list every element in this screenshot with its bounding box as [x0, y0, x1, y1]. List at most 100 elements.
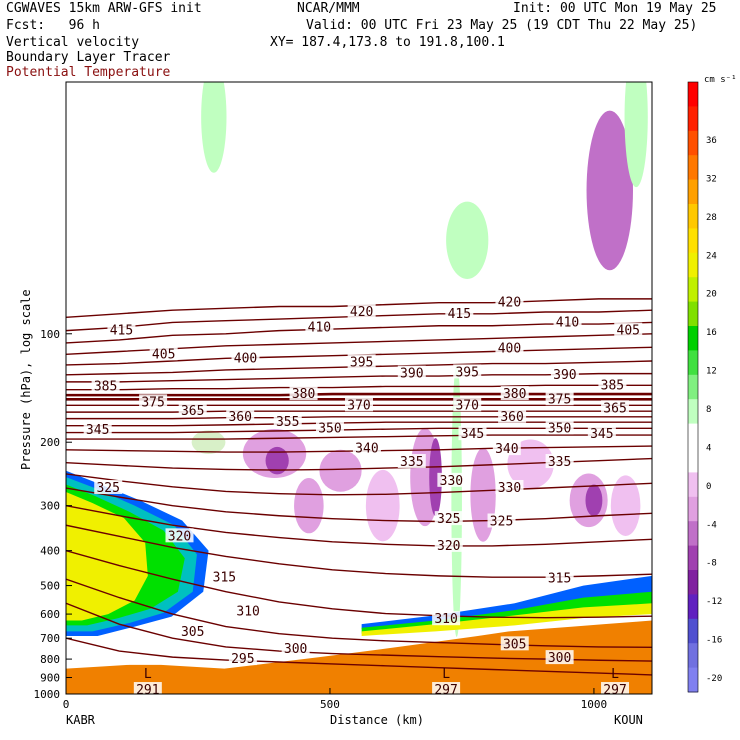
contour-label-bg	[94, 480, 123, 495]
contour-label: 325	[437, 512, 460, 527]
y-tick-label: 500	[40, 580, 60, 593]
theta-contour-295	[66, 637, 652, 676]
y-tick-label: 400	[40, 545, 60, 558]
contour-label: 415	[448, 307, 471, 322]
end-station: KOUN	[614, 713, 643, 727]
contour-label-bg	[347, 303, 376, 318]
contour-label: 325	[490, 515, 513, 530]
colorbar-swatch	[688, 82, 698, 107]
colorbar-swatch	[688, 618, 698, 644]
contour-label-bg	[178, 403, 207, 418]
colorbar-swatch	[688, 643, 698, 669]
contour-label-bg	[315, 420, 344, 435]
contour-label-bg	[458, 426, 487, 441]
contour-label-bg	[498, 408, 527, 423]
contour-label: 350	[548, 421, 571, 436]
colorbar-swatch	[688, 326, 698, 351]
contour-label-bg	[545, 391, 574, 406]
contour-label: 395	[350, 355, 373, 370]
bl-tracer-yellow	[66, 492, 148, 621]
contour-label: 385	[601, 378, 624, 393]
colorbar-swatch	[688, 448, 698, 473]
contour-label: 320	[168, 529, 191, 544]
field-potential-temperature: Potential Temperature	[6, 65, 171, 80]
contour-label: 310	[236, 604, 259, 619]
theta-contour-330	[66, 473, 652, 496]
colorbar-swatch	[688, 423, 698, 449]
contour-label-bg	[601, 400, 630, 415]
colorbar-label: -16	[706, 636, 722, 646]
contour-label: 345	[86, 423, 109, 438]
contour-label-bg	[178, 623, 207, 638]
colorbar-swatch	[688, 496, 698, 522]
colorbar-label: 24	[706, 251, 717, 261]
contour-label-bg	[305, 319, 334, 334]
contour-label-bg	[210, 569, 239, 584]
vv-updraft	[191, 430, 226, 455]
contour-label: 335	[400, 455, 423, 470]
vv-downdraft	[319, 449, 362, 492]
contour-label-bg	[545, 570, 574, 585]
contour-label-bg	[500, 386, 529, 401]
colorbar-swatch	[688, 252, 698, 278]
colorbar-label: 0	[706, 482, 711, 492]
contour-label: 410	[556, 315, 579, 330]
contour-label: 300	[284, 642, 307, 657]
contour-label: 385	[94, 379, 117, 394]
contour-label-bg	[432, 682, 461, 694]
vv-downdraft	[610, 475, 641, 536]
colorbar-label: 20	[706, 290, 717, 300]
contour-label-bg	[289, 386, 318, 401]
contour-label-bg	[545, 420, 574, 435]
colorbar-swatch	[688, 374, 698, 400]
x-tick-label: 500	[320, 698, 340, 711]
contour-labels: 415 405 385 375 345 400 410 420 395 380 365 360 355 3…	[83, 294, 643, 698]
y-tick-label: 300	[40, 500, 60, 513]
colorbar-label: 28	[706, 213, 717, 223]
contour-label: 370	[455, 398, 478, 413]
theta-contour-305	[66, 578, 652, 649]
contour-label: L	[442, 667, 450, 682]
contour-label: 415	[110, 324, 133, 339]
forecast-hour: Fcst: 96 h	[6, 18, 100, 33]
contour-label-bg	[281, 640, 310, 655]
field-vertical-velocity: Vertical velocity	[6, 35, 140, 50]
contour-label: 345	[590, 427, 613, 442]
contour-label-bg	[347, 354, 376, 369]
contour-label-bg	[352, 440, 381, 455]
vv-updraft	[201, 82, 227, 173]
y-tick-label: 1000	[34, 688, 61, 701]
contour-label-bg	[495, 294, 524, 309]
contour-label: 410	[308, 320, 331, 335]
contour-label: 330	[440, 474, 463, 489]
y-tick-label: 800	[40, 653, 60, 666]
colorbar-label: 32	[706, 174, 717, 184]
contour-label-bg	[149, 346, 178, 361]
contour-label: 297	[603, 683, 626, 698]
contour-label-bg	[345, 397, 373, 412]
contour-label-bg	[139, 394, 168, 409]
theta-contour-310	[66, 549, 652, 619]
colorbar-swatch	[688, 521, 698, 547]
contour-label: L	[144, 667, 152, 682]
colorbar-label: -4	[706, 520, 717, 530]
contour-label-bg	[614, 322, 643, 337]
x-tick-label: 0	[63, 698, 70, 711]
colorbar-swatch	[688, 545, 698, 571]
org-label: NCAR/MMM	[297, 1, 360, 16]
colorbar-swatch	[688, 399, 698, 425]
contour-label: 375	[548, 392, 571, 407]
contour-label-bg	[545, 650, 574, 665]
contour-label: 295	[231, 652, 254, 667]
bl-tracer-yellow-east	[361, 603, 652, 636]
contour-label: 315	[213, 571, 236, 586]
contour-label-bg	[231, 350, 260, 365]
contour-label-bg	[397, 454, 426, 469]
model-title: CGWAVES 15km ARW-GFS init	[6, 1, 202, 16]
contour-label: 305	[181, 625, 204, 640]
colorbar-label: -8	[706, 559, 717, 569]
contour-label: 375	[141, 395, 164, 410]
contour-label: 365	[181, 404, 204, 419]
contour-label: 320	[437, 539, 460, 554]
